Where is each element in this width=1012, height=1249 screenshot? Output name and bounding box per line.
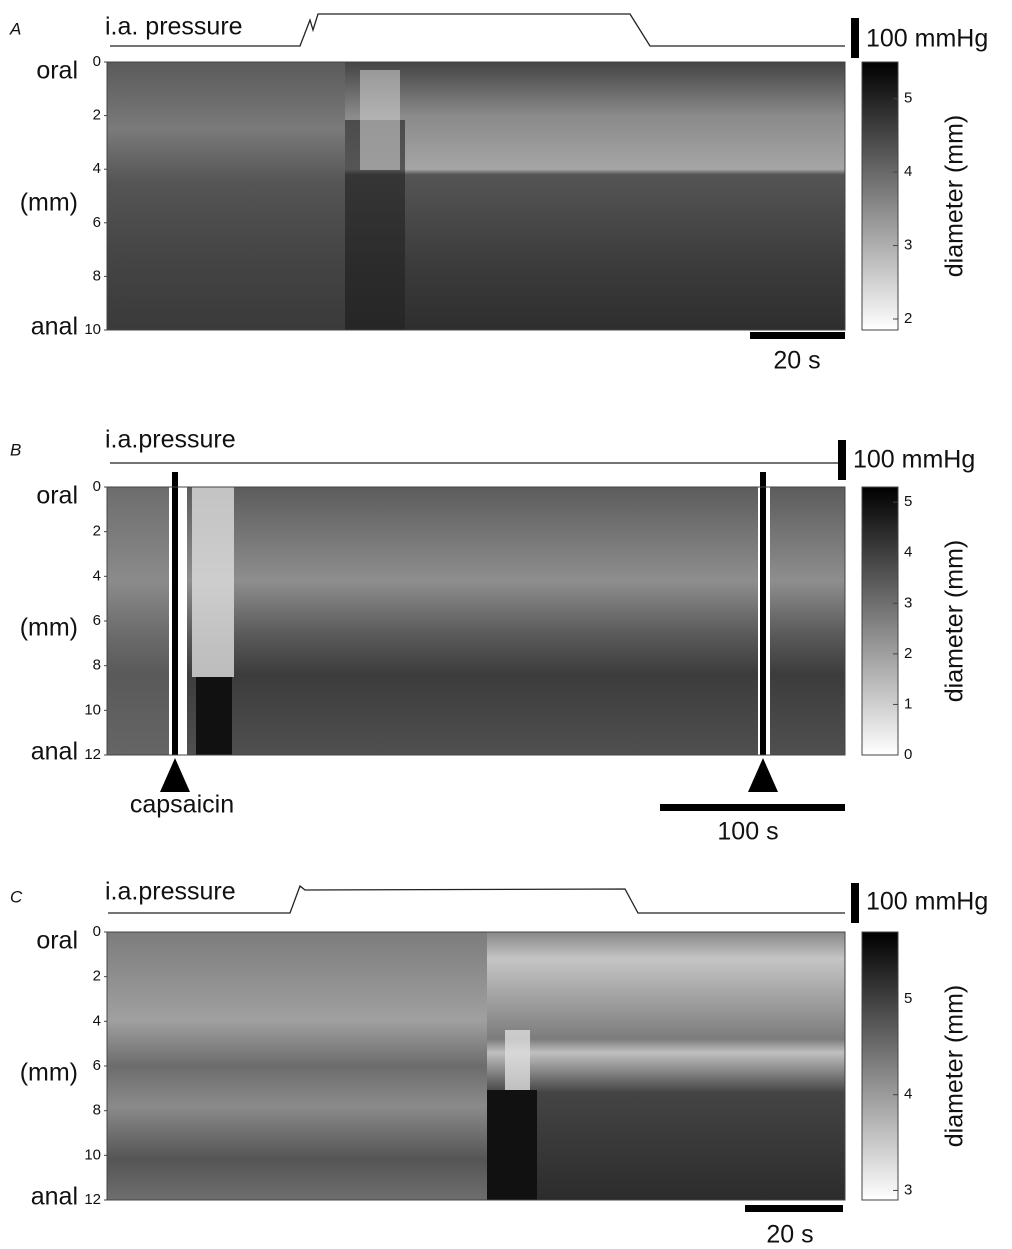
colorbar-tick-label: 4 bbox=[904, 1086, 912, 1103]
arrowhead bbox=[748, 758, 778, 792]
y-tick-label: 2 bbox=[93, 523, 101, 540]
y-bottom-label: anal bbox=[31, 738, 78, 766]
trace-label: i.a.pressure bbox=[105, 426, 236, 454]
y-bottom-label: anal bbox=[31, 313, 78, 341]
colorbar-label: diameter (mm) bbox=[941, 540, 969, 703]
y-axis-unit: (mm) bbox=[20, 189, 78, 217]
y-tick-label: 6 bbox=[93, 1057, 101, 1074]
annotation: capsaicin bbox=[130, 791, 234, 819]
colorbar-tick-label: 2 bbox=[904, 310, 912, 327]
time-scale-label: 100 s bbox=[717, 818, 778, 846]
application-line bbox=[172, 472, 178, 755]
y-tick-label: 6 bbox=[93, 612, 101, 629]
panel-label: B bbox=[10, 440, 21, 459]
time-scale-bar bbox=[750, 332, 845, 339]
colorbar bbox=[861, 931, 899, 1201]
y-tick-label: 0 bbox=[93, 53, 101, 70]
time-scale-bar bbox=[745, 1205, 843, 1212]
y-tick-label: 8 bbox=[93, 657, 101, 674]
colorbar-tick-label: 3 bbox=[904, 594, 912, 611]
time-scale-label: 20 s bbox=[766, 1221, 813, 1249]
pressure-scale-label: 100 mmHg bbox=[866, 25, 988, 53]
y-tick-label: 4 bbox=[93, 1012, 101, 1029]
y-tick-label: 0 bbox=[93, 478, 101, 495]
colorbar bbox=[861, 486, 899, 756]
pressure-trace bbox=[110, 13, 845, 47]
y-tick-label: 10 bbox=[84, 321, 101, 338]
y-top-label: oral bbox=[36, 482, 78, 510]
application-line bbox=[760, 472, 766, 755]
heatmap-b bbox=[107, 487, 845, 755]
map-frame bbox=[106, 61, 846, 331]
y-top-label: oral bbox=[36, 927, 78, 955]
y-tick-label: 2 bbox=[93, 968, 101, 985]
y-axis-unit: (mm) bbox=[20, 614, 78, 642]
y-tick-label: 0 bbox=[93, 923, 101, 940]
colorbar-label: diameter (mm) bbox=[941, 115, 969, 278]
y-tick-label: 12 bbox=[84, 746, 101, 763]
heatmap-a bbox=[107, 62, 845, 330]
y-tick-label: 12 bbox=[84, 1191, 101, 1208]
colorbar-tick-label: 3 bbox=[904, 1181, 912, 1198]
time-scale-label: 20 s bbox=[773, 347, 820, 375]
pressure-scale-bar bbox=[851, 883, 859, 923]
pressure-scale-label: 100 mmHg bbox=[853, 446, 975, 474]
colorbar-tick-label: 3 bbox=[904, 237, 912, 254]
y-tick-label: 6 bbox=[93, 214, 101, 231]
y-tick-label: 8 bbox=[93, 267, 101, 284]
colorbar-tick-label: 4 bbox=[904, 163, 912, 180]
panel-label: A bbox=[9, 19, 21, 38]
colorbar-tick-label: 5 bbox=[904, 990, 912, 1007]
y-tick-label: 10 bbox=[84, 701, 101, 718]
time-scale-bar bbox=[660, 804, 845, 811]
trace-label: i.a.pressure bbox=[105, 878, 236, 906]
pressure-scale-bar bbox=[838, 440, 846, 480]
colorbar-tick-label: 4 bbox=[904, 544, 912, 561]
panel-label: C bbox=[10, 887, 23, 906]
arrowhead bbox=[160, 758, 190, 792]
pressure-scale-label: 100 mmHg bbox=[866, 888, 988, 916]
y-tick-label: 8 bbox=[93, 1102, 101, 1119]
colorbar-tick-label: 0 bbox=[904, 746, 912, 763]
pressure-trace bbox=[108, 884, 845, 914]
colorbar bbox=[861, 61, 899, 331]
colorbar-tick-label: 5 bbox=[904, 493, 912, 510]
colorbar-tick-label: 2 bbox=[904, 645, 912, 662]
y-tick-label: 10 bbox=[84, 1146, 101, 1163]
y-tick-label: 4 bbox=[93, 160, 101, 177]
y-top-label: oral bbox=[36, 57, 78, 85]
y-tick-label: 4 bbox=[93, 567, 101, 584]
y-bottom-label: anal bbox=[31, 1183, 78, 1211]
colorbar-label: diameter (mm) bbox=[941, 985, 969, 1148]
colorbar-tick-label: 5 bbox=[904, 90, 912, 107]
pressure-scale-bar bbox=[851, 18, 859, 58]
heatmap-c bbox=[107, 932, 845, 1200]
y-tick-label: 2 bbox=[93, 107, 101, 124]
colorbar-tick-label: 1 bbox=[904, 695, 912, 712]
trace-label: i.a. pressure bbox=[105, 13, 243, 41]
y-axis-unit: (mm) bbox=[20, 1059, 78, 1087]
